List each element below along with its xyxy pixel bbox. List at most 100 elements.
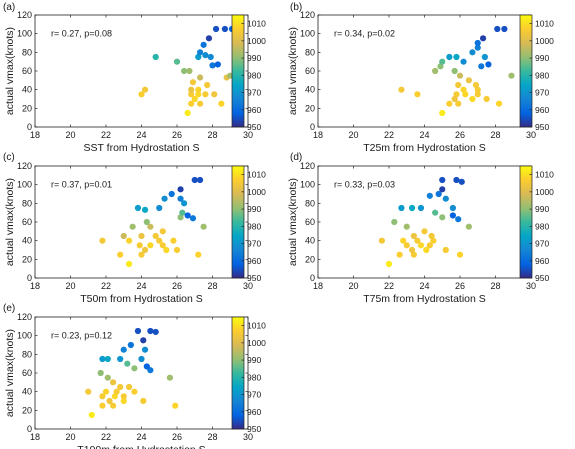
scatter-point [455,81,462,89]
panel-label: (b) [290,2,302,13]
scatter-point [485,61,492,68]
scatter-point [195,251,202,258]
scatter-point [117,251,124,258]
colorbar-tick-label: 980 [535,221,549,231]
x-tick-label: 28 [490,130,500,140]
scatter-point [465,223,472,230]
scatter-point [400,237,407,244]
scatter-point [479,35,487,42]
scatter-point [417,204,425,212]
scatter-point [495,100,503,107]
y-axis-label: actual vmax(knots) [4,178,16,266]
scatter-point [131,365,138,372]
scatter-point [508,72,515,79]
y-axis-label: actual vmax(knots) [4,329,16,417]
scatter-point [453,53,460,61]
y-tick-label: 80 [305,47,315,57]
y-tick-label: 120 [17,312,32,322]
x-tick-label: 24 [419,281,429,291]
scatter-point [432,209,439,216]
y-tick-label: 20 [305,254,315,264]
panel-c: (c) 18 20 22 24 26 28 30 0 20 40 60 80 100 120 T50m fro… [3,152,266,305]
colorbar-tick-label: 960 [247,256,261,266]
scatter-point [110,402,117,409]
scatter-point [453,91,460,98]
x-tick-label: 30 [243,281,253,291]
scatter-point [195,86,202,93]
scatter-point [99,393,106,400]
scatter-point [428,232,435,240]
colorbar [519,14,533,128]
scatter-point [421,228,428,235]
scatter-point [189,79,197,86]
colorbar [231,14,245,128]
y-tick-label: 100 [17,29,32,39]
scatter-point [474,86,481,93]
scatter-point [99,402,106,409]
scatter-point [159,242,166,249]
scatter-point [451,95,458,103]
y-tick-label: 20 [22,103,32,113]
x-tick-label: 22 [384,130,394,140]
scatter-point [474,91,481,98]
colorbar-tick-label: 1000 [535,187,554,197]
correlation-annotation: r= 0.27, p=0.08 [51,28,112,38]
scatter-point [141,86,149,93]
scatter-point [173,58,181,65]
y-tick-label: 40 [22,387,32,397]
y-tick-label: 0 [27,122,32,132]
scatter-point [214,61,221,68]
colorbar [231,316,245,430]
scatter-point [204,81,211,89]
correlation-annotation: r= 0.37, p=0.01 [51,179,112,189]
scatter-point [456,72,464,79]
y-tick-label: 60 [305,217,315,227]
scatter-point [168,190,175,198]
y-tick-label: 0 [310,273,315,283]
x-tick-label: 28 [207,130,217,140]
x-tick-label: 24 [136,432,146,442]
scatter-point [469,49,476,56]
scatter-point [455,216,462,223]
x-tick-label: 30 [243,432,253,442]
x-tick-label: 22 [101,281,111,291]
x-tick-label: 30 [526,130,536,140]
scatter-point [426,242,433,249]
colorbar-tick-label: 970 [247,88,261,98]
scatter-point [403,223,410,230]
scatter-point [200,41,207,48]
scatter-point [85,388,92,395]
x-tick-label: 30 [243,130,253,140]
colorbar-tick-label: 1000 [247,338,266,348]
colorbar-tick-label: 1000 [535,36,554,46]
colorbar-tick-label: 980 [247,221,261,231]
colorbar-tick-label: 1010 [247,321,266,331]
x-tick-label: 24 [136,130,146,140]
colorbar-tick-label: 970 [535,239,549,249]
scatter-point [99,237,106,244]
scatter-point [218,100,225,107]
scatter-point [451,67,458,75]
scatter-point [184,109,191,117]
y-tick-label: 120 [17,10,32,20]
x-tick-label: 28 [207,281,217,291]
colorbar-tick-label: 960 [247,407,261,417]
scatter-point [396,251,403,258]
x-tick-label: 24 [419,130,429,140]
x-tick-label: 28 [207,432,217,442]
y-tick-label: 0 [310,122,315,132]
scatter-point [189,215,197,222]
panel-label: (a) [3,2,15,13]
y-axis-label: actual vmax(knots) [287,178,299,266]
colorbar-tick-label: 970 [247,239,261,249]
correlation-annotation: r= 0.23, p=0.12 [51,330,112,340]
x-axis-label: T25m from Hydrostation S [363,142,486,154]
y-tick-label: 20 [305,103,315,113]
y-tick-label: 100 [300,180,315,190]
scatter-point [181,200,188,207]
y-tick-label: 120 [17,161,32,171]
scatter-point [104,374,111,381]
scatter-point [120,397,127,405]
scatter-point [439,186,446,193]
y-tick-label: 120 [300,10,315,20]
